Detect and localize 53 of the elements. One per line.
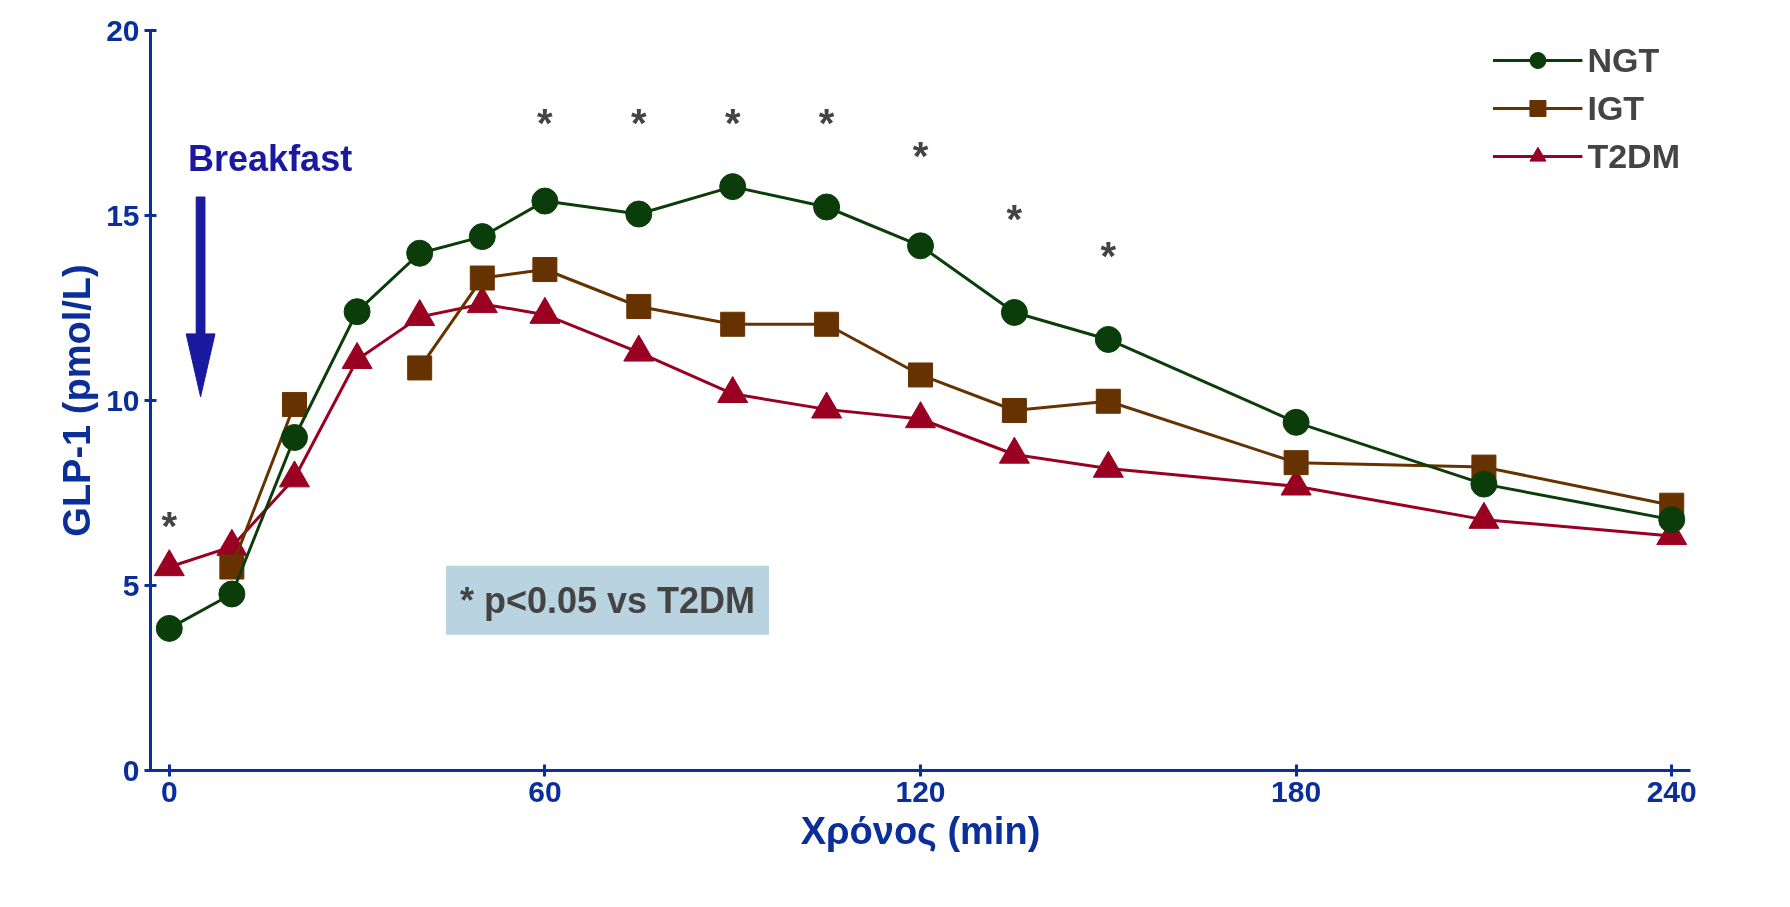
x-tick-label: 120 — [895, 774, 946, 808]
point — [626, 294, 652, 320]
x-tick-label: 240 — [1646, 774, 1697, 808]
annotation: * — [912, 134, 929, 179]
x-tick-label: 180 — [1271, 774, 1322, 808]
point — [1095, 388, 1121, 414]
point — [407, 355, 433, 381]
annotation: * — [631, 101, 648, 145]
point — [720, 311, 746, 337]
annotation: * — [1100, 234, 1117, 279]
point — [907, 232, 934, 260]
point — [343, 298, 371, 326]
point — [218, 580, 246, 608]
x-tick-label: 0 — [160, 774, 178, 808]
point — [1000, 298, 1028, 326]
y-tick-label: 10 — [106, 383, 140, 417]
point — [1658, 506, 1686, 534]
y-tick-label: 20 — [106, 13, 140, 47]
x-tick-label: 60 — [528, 774, 562, 808]
legend-label: T2DM — [1587, 136, 1680, 176]
point — [281, 392, 307, 418]
y-tick-label: 5 — [122, 568, 140, 602]
point — [531, 187, 559, 215]
legend-label: NGT — [1587, 40, 1660, 80]
y-axis-title: GLP-1 (pmol/L) — [56, 264, 99, 537]
annotation: * — [161, 504, 178, 549]
point — [280, 424, 308, 451]
point — [468, 223, 496, 251]
point — [1283, 450, 1309, 476]
point — [908, 362, 933, 388]
point — [813, 193, 841, 221]
point — [1470, 470, 1498, 498]
annotation: * — [1006, 197, 1023, 242]
point — [1001, 397, 1027, 423]
y-tick-label: 15 — [106, 198, 140, 232]
annotation: Breakfast — [188, 137, 353, 179]
point — [719, 173, 747, 201]
annotation: * — [537, 101, 554, 145]
legend-label: IGT — [1587, 88, 1645, 128]
point — [155, 614, 183, 642]
annotation: * p<0.05 vs T2DM — [459, 579, 756, 621]
point — [406, 239, 434, 267]
point — [1282, 408, 1310, 436]
annotation: * — [818, 101, 835, 145]
x-axis-title: Χρόνος (min) — [800, 809, 1041, 852]
point — [814, 311, 840, 337]
point — [1094, 325, 1122, 353]
point — [625, 200, 653, 228]
annotation: * — [724, 101, 741, 145]
point — [469, 265, 495, 291]
point — [219, 554, 245, 580]
point — [532, 257, 558, 283]
y-tick-label: 0 — [122, 753, 140, 787]
